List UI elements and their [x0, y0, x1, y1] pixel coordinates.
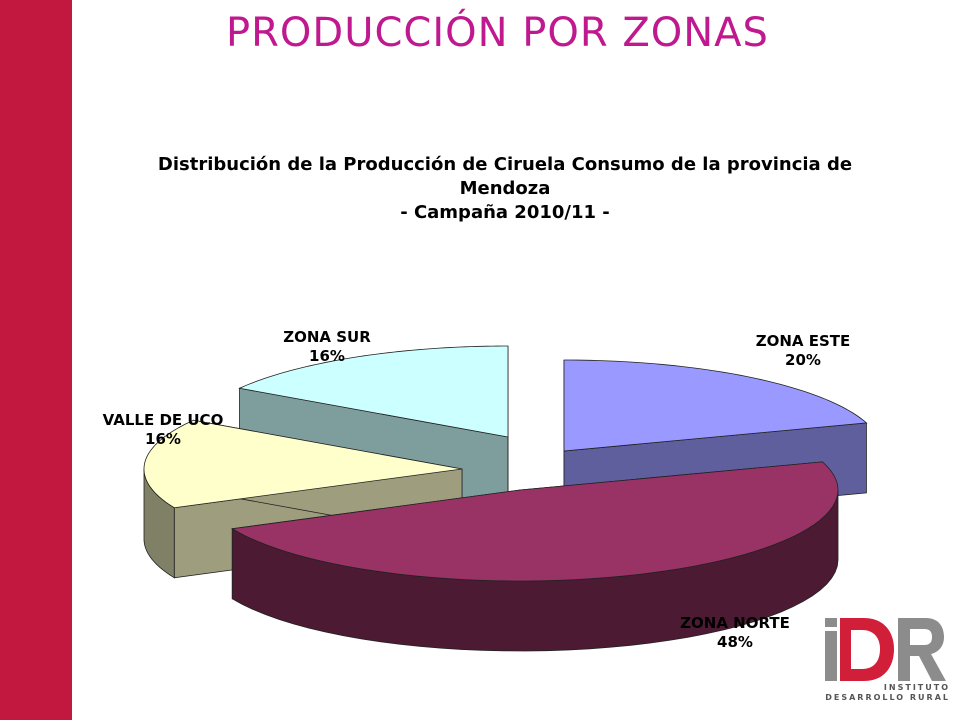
slice-value-zona-norte: 48%: [717, 633, 753, 651]
chart-title-line-1: Distribución de la Producción de Ciruela…: [157, 154, 853, 175]
slide-title: PRODUCCIÓN POR ZONAS: [226, 10, 769, 56]
slice-value-zona-sur: 16%: [309, 347, 345, 365]
slice-name-zona-este: ZONA ESTE: [755, 332, 851, 350]
slice-label-zona-norte: ZONA NORTE 48%: [660, 614, 810, 652]
side-accent-bar: [0, 0, 72, 720]
slice-name-zona-sur: ZONA SUR: [283, 328, 371, 346]
slice-label-zona-este: ZONA ESTE 20%: [738, 332, 868, 370]
idr-logo-icon: [825, 618, 946, 681]
slice-label-valle-de-uco: VALLE DE UCO 16%: [88, 411, 238, 449]
logo-text: INSTITUTO DESARROLLO RURAL: [822, 683, 950, 703]
slice-value-zona-este: 20%: [785, 351, 821, 369]
chart-title: Distribución de la Producción de Ciruela…: [150, 153, 860, 225]
slice-value-valle-de-uco: 16%: [145, 430, 181, 448]
logo-line-2: DESARROLLO RURAL: [825, 693, 950, 702]
chart-title-line-3: - Campaña 2010/11 -: [400, 202, 610, 223]
pie-slice-zona-norte: [231, 461, 839, 652]
slice-name-valle-de-uco: VALLE DE UCO: [102, 411, 224, 429]
slice-name-zona-norte: ZONA NORTE: [680, 614, 790, 632]
logo-line-1: INSTITUTO: [883, 683, 950, 692]
slice-label-zona-sur: ZONA SUR 16%: [262, 328, 392, 366]
chart-title-line-2: Mendoza: [459, 178, 551, 199]
